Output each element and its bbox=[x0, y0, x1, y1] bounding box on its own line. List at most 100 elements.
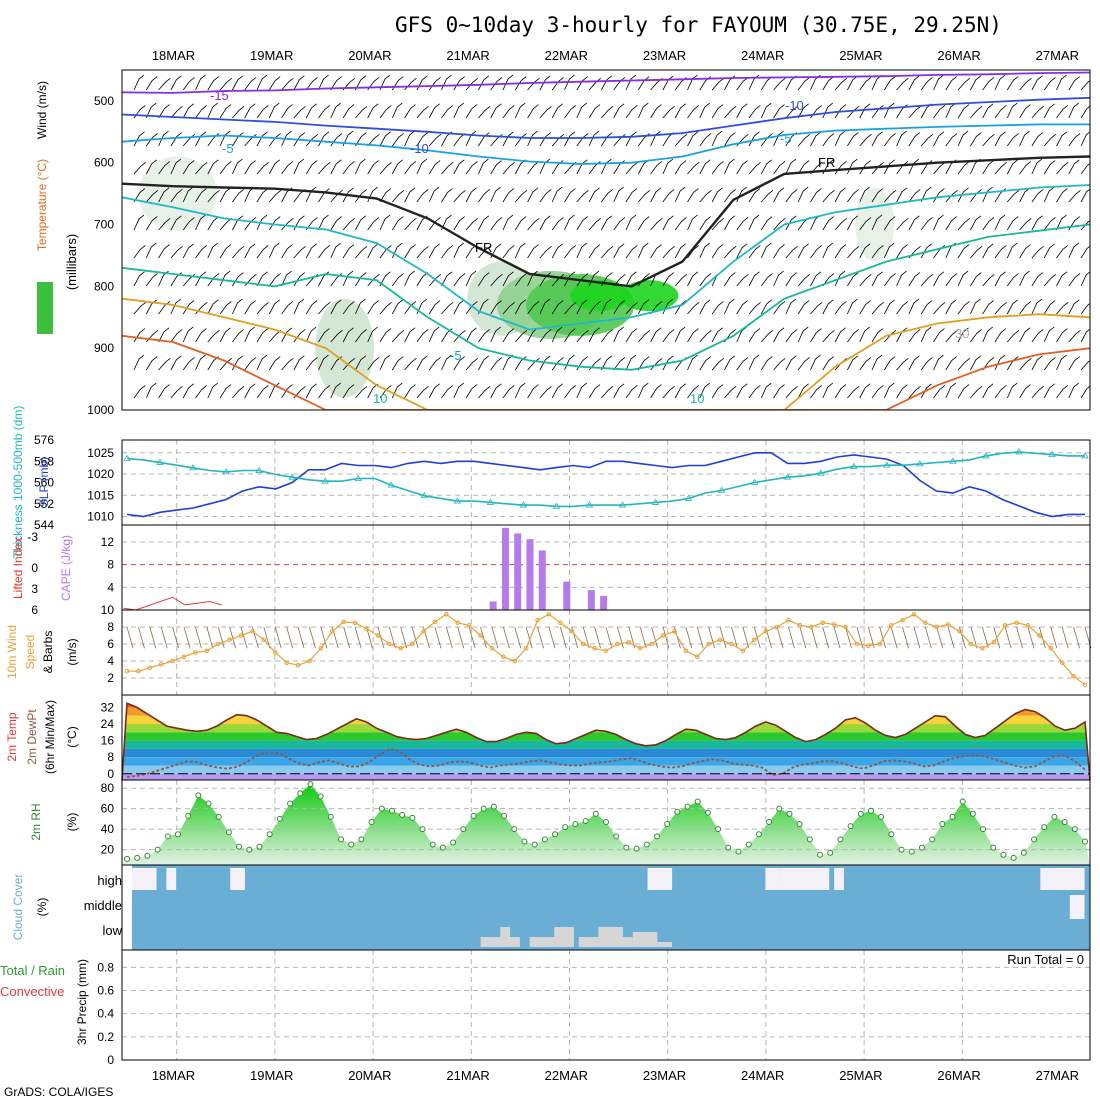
wind-barb bbox=[625, 271, 637, 287]
wind-barb bbox=[810, 302, 823, 315]
wind-barb-10m bbox=[1061, 626, 1069, 649]
wind-barb bbox=[724, 272, 736, 287]
wind-point bbox=[888, 623, 894, 628]
rh-point bbox=[847, 823, 854, 830]
wind-barb-10m bbox=[491, 626, 499, 649]
wind-barb bbox=[871, 188, 884, 203]
wind-barb bbox=[158, 161, 171, 175]
wind-barb bbox=[994, 214, 1006, 231]
wind-point bbox=[980, 645, 985, 651]
rh-point bbox=[755, 831, 762, 838]
isotherm-line bbox=[122, 155, 1090, 288]
wind-barb bbox=[760, 216, 773, 231]
wind-barb bbox=[244, 243, 256, 259]
wind-barb bbox=[1080, 220, 1090, 231]
rh-point bbox=[307, 781, 314, 788]
wind-barb bbox=[613, 383, 625, 399]
wind-barb bbox=[970, 189, 982, 203]
wind-barb bbox=[822, 102, 834, 119]
wind-barb bbox=[404, 104, 416, 119]
wind-barb bbox=[945, 216, 957, 231]
wind-barb bbox=[133, 328, 146, 343]
wind-barb bbox=[232, 329, 244, 343]
wind-barb bbox=[145, 356, 158, 371]
wind-barb-10m bbox=[719, 626, 727, 649]
wind-barb bbox=[933, 328, 945, 343]
wind-barb-10m bbox=[959, 626, 966, 649]
wind-barb bbox=[650, 130, 661, 147]
contour-label: -10 bbox=[785, 98, 804, 113]
wind-barb bbox=[576, 299, 588, 315]
wind-barb bbox=[883, 273, 896, 287]
wind-point bbox=[375, 633, 381, 638]
wind-barb bbox=[219, 187, 231, 203]
rh-point bbox=[450, 839, 457, 846]
y-axis-label-rh-2: (%) bbox=[65, 813, 79, 832]
wind-barb bbox=[564, 188, 576, 203]
wind-barb-10m bbox=[195, 626, 202, 649]
wind-barb bbox=[232, 246, 245, 259]
wind-barb bbox=[527, 301, 540, 315]
rh-point bbox=[378, 805, 385, 812]
wind-barb bbox=[859, 300, 871, 315]
wind-barb bbox=[637, 216, 650, 231]
wind-barb bbox=[847, 132, 859, 147]
wind-barb-10m bbox=[252, 626, 259, 649]
wind-barb bbox=[908, 386, 921, 399]
wind-barb bbox=[810, 328, 822, 343]
wind-barb bbox=[637, 76, 650, 91]
wind-barb bbox=[1056, 302, 1069, 315]
rh-point bbox=[327, 813, 334, 820]
wind-barb bbox=[330, 242, 342, 259]
wind-barb bbox=[539, 329, 552, 343]
wind-barb bbox=[318, 354, 329, 371]
wind-barb bbox=[773, 301, 786, 315]
rh-point bbox=[338, 836, 345, 843]
temperature-band bbox=[122, 765, 1090, 774]
wind-barb bbox=[1080, 131, 1090, 147]
upper-air-plot bbox=[122, 71, 1090, 410]
contour-label: -15 bbox=[210, 88, 229, 103]
wind-barb bbox=[1080, 80, 1090, 91]
date-label-top: 26MAR bbox=[937, 48, 980, 63]
wind-barb bbox=[478, 189, 490, 203]
wind-barb bbox=[453, 216, 465, 231]
wind-barb bbox=[957, 327, 969, 343]
wind-barb bbox=[748, 271, 760, 287]
wind-barb-10m bbox=[947, 626, 955, 649]
wind-barb bbox=[576, 273, 589, 287]
wind-point bbox=[957, 628, 962, 634]
rh-point bbox=[786, 810, 793, 817]
wind-barb-10m bbox=[617, 626, 624, 649]
wind-barb bbox=[342, 327, 354, 343]
wind-barb bbox=[145, 299, 158, 315]
wind-barb bbox=[859, 160, 871, 175]
wind-barb bbox=[933, 271, 945, 287]
rh-point bbox=[174, 831, 181, 838]
wind-barb bbox=[367, 243, 379, 259]
wind-barb bbox=[601, 246, 614, 259]
y-axis-label-pressure: (millibars) bbox=[64, 234, 79, 290]
wind-barb bbox=[268, 133, 281, 147]
wind-barb bbox=[195, 354, 206, 371]
wind-barb bbox=[281, 327, 293, 343]
wind-barb bbox=[195, 245, 208, 259]
cloud-high-gap bbox=[647, 868, 673, 890]
date-label-bottom: 20MAR bbox=[348, 1068, 391, 1083]
wind-barb bbox=[785, 158, 797, 175]
y-tick-label-thickness: 552 bbox=[34, 497, 54, 511]
wind-barb bbox=[736, 77, 749, 91]
y-axis-label-wind-4: (m/s) bbox=[65, 638, 79, 665]
wind-barb bbox=[871, 385, 884, 399]
wind-barb bbox=[847, 329, 859, 343]
wind-barb-10m bbox=[1038, 626, 1046, 649]
rh-point bbox=[959, 798, 966, 805]
wind-barb bbox=[145, 242, 157, 259]
wind-barb bbox=[945, 102, 957, 119]
wind-barb bbox=[711, 358, 725, 371]
wind-barb bbox=[182, 217, 195, 231]
wind-barb bbox=[539, 386, 552, 399]
wind-point bbox=[649, 641, 654, 647]
wind-barb bbox=[970, 386, 983, 399]
wind-barb bbox=[920, 134, 934, 147]
